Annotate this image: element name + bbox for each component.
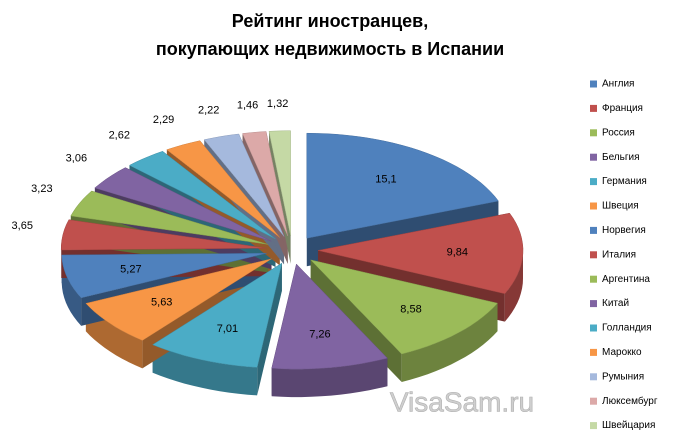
legend-swatch: [590, 202, 597, 210]
data-labels: 15,1 9,84 8,58 7,26 7,01 5,63 5,27 3,65 3,23 3,06…: [12, 98, 468, 341]
slice: [94, 167, 272, 242]
legend-label: Люксембург: [602, 395, 658, 407]
chart-title: Рейтинг иностранцев,: [232, 11, 428, 31]
chart-title: покупающих недвижимость в Испании: [156, 39, 504, 59]
data-label: 3,65: [12, 220, 33, 232]
slice: [152, 262, 283, 368]
data-label: 3,06: [66, 152, 87, 164]
legend-label: Аргентина: [602, 274, 650, 285]
slice-side: [257, 263, 282, 396]
slice: [85, 258, 272, 341]
slice: [128, 151, 276, 240]
data-label: 7,01: [217, 323, 238, 335]
legend-label: Марокко: [602, 347, 642, 358]
slice-side: [152, 344, 258, 396]
legend-swatch: [590, 153, 597, 161]
slice: [271, 263, 388, 370]
legend-label: Норвегия: [602, 225, 646, 236]
data-label: 7,26: [309, 328, 330, 340]
data-label: 8,58: [400, 303, 421, 315]
legend-label: Голландия: [602, 323, 652, 334]
legend-label: Франция: [602, 103, 643, 114]
slice: [203, 133, 285, 237]
legend-label: Италия: [602, 249, 636, 260]
data-label: 5,63: [151, 297, 172, 309]
legend-swatch: [590, 373, 597, 381]
data-label: 9,84: [447, 247, 468, 259]
slice: [61, 252, 267, 299]
legend-label: Китай: [602, 298, 629, 309]
legend-swatch: [590, 178, 597, 186]
watermark: VisaSam.ru: [390, 386, 534, 417]
slice-side: [504, 250, 523, 322]
data-label: 2,62: [109, 130, 130, 142]
legend: Англия Франция Россия Бельгия Германия Швеция…: [590, 79, 658, 431]
legend-label: Россия: [602, 127, 635, 138]
legend-swatch: [590, 226, 597, 234]
legend-label: Швейцария: [602, 420, 655, 431]
slice: [317, 212, 524, 294]
data-label: 1,32: [267, 98, 288, 110]
legend-label: Англия: [602, 79, 634, 90]
legend-swatch: [590, 80, 597, 88]
slice: [166, 140, 280, 238]
legend-swatch: [590, 422, 597, 430]
slice: [309, 259, 498, 355]
legend-swatch: [590, 324, 597, 332]
slice: [70, 190, 269, 245]
legend-swatch: [590, 104, 597, 112]
pie-tops: [60, 130, 524, 370]
legend-label: Бельгия: [602, 152, 640, 163]
data-label: 3,23: [31, 183, 52, 195]
slice: [60, 219, 267, 251]
legend-label: Румыния: [602, 371, 644, 382]
data-label: 2,22: [198, 104, 219, 116]
legend-swatch: [590, 397, 597, 405]
data-label: 1,46: [237, 99, 258, 111]
slice: [242, 131, 288, 236]
legend-label: Германия: [602, 176, 647, 187]
legend-swatch: [590, 300, 597, 308]
legend-label: Швеция: [602, 201, 639, 212]
slice-side: [61, 255, 82, 326]
data-label: 15,1: [375, 173, 396, 185]
legend-swatch: [590, 275, 597, 283]
data-label: 2,29: [153, 114, 174, 126]
legend-swatch: [590, 348, 597, 356]
slice-side: [271, 358, 388, 398]
slice: [306, 132, 499, 239]
slice-side: [401, 303, 498, 382]
data-label: 5,27: [120, 263, 141, 275]
slice: [268, 130, 291, 236]
legend-swatch: [590, 129, 597, 137]
legend-swatch: [590, 251, 597, 259]
